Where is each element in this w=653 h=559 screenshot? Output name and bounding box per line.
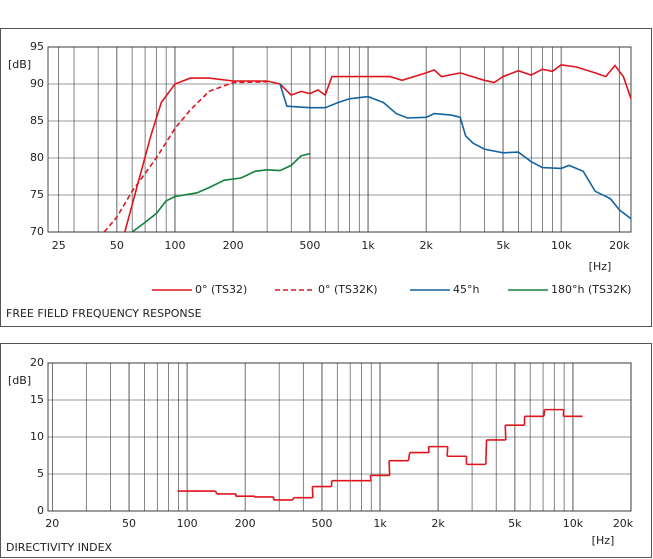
legend-label: 45°h [453,283,479,296]
x-tick-label: 100 [164,239,185,252]
y-tick-label: 90 [30,77,44,90]
y-tick-label: 80 [30,151,44,164]
x-tick-label: 20k [609,239,630,252]
x-tick-label: 1k [361,239,375,252]
x-tick-label: 100 [177,517,198,530]
x-axis-label: [Hz] [592,534,615,547]
step-riser [311,486,314,498]
legend-label: 0° (TS32K) [318,283,378,296]
legend-label: 0° (TS32) [195,283,247,296]
series-line [131,152,311,233]
step-riser [407,452,411,461]
series-line [279,83,632,220]
y-tick-label: 20 [30,356,44,369]
step-riser [543,409,546,417]
step-riser [562,409,565,417]
x-tick-label: 50 [110,239,124,252]
y-axis-label: [dB] [8,58,31,71]
step-riser [292,497,295,501]
step-riser [388,460,391,476]
step-riser [485,439,488,465]
y-tick-label: 95 [30,40,44,53]
y-tick-label: 70 [30,225,44,238]
chart-title: FREE FIELD FREQUENCY RESPONSE [6,307,202,320]
y-tick-label: 5 [37,467,44,480]
x-tick-label: 200 [235,517,256,530]
y-tick-label: 10 [30,430,44,443]
step-riser [504,425,507,440]
x-tick-label: 5k [508,517,522,530]
x-tick-label: 500 [299,239,320,252]
plot-area [47,46,632,233]
step-riser [214,490,218,495]
x-tick-label: 2k [420,239,434,252]
step-riser [427,446,430,453]
x-tick-label: 20k [613,517,634,530]
x-tick-label: 50 [122,517,136,530]
step-riser [446,446,449,457]
step-riser [369,475,372,481]
legend-label: 180°h (TS32K) [551,283,631,296]
x-tick-label: 200 [223,239,244,252]
y-tick-label: 75 [30,188,44,201]
x-tick-label: 5k [496,239,510,252]
chart-title: DIRECTIVITY INDEX [6,541,113,554]
y-tick-label: 15 [30,393,44,406]
x-tick-label: 25 [52,239,66,252]
y-axis-label: [dB] [8,374,31,387]
x-tick-label: 20 [45,517,59,530]
y-tick-label: 85 [30,114,44,127]
series-line [103,81,268,233]
x-tick-label: 500 [311,517,332,530]
x-tick-label: 2k [431,517,445,530]
y-tick-label: 0 [37,504,44,517]
x-axis-label: [Hz] [589,260,612,273]
series-line [124,63,632,233]
x-tick-label: 10k [551,239,572,252]
x-tick-label: 1k [373,517,387,530]
x-tick-label: 10k [563,517,584,530]
